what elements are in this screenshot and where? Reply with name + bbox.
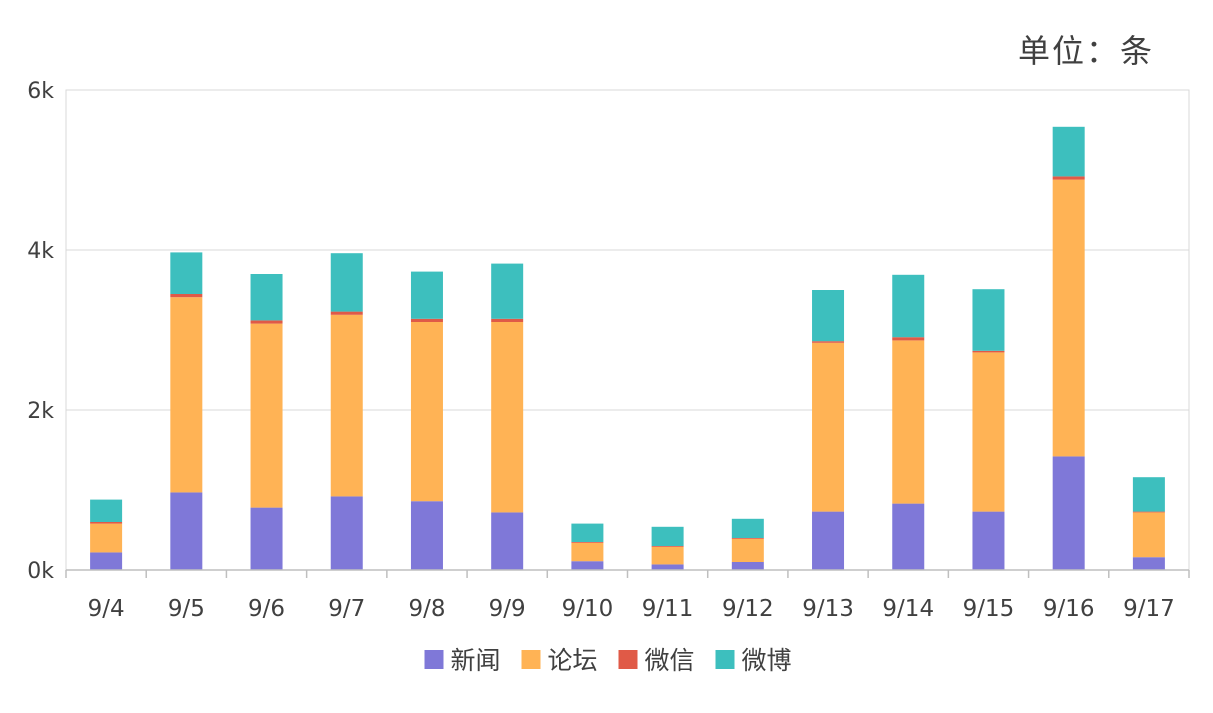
legend-label: 微信 (645, 646, 695, 675)
bar-segment (972, 352, 1005, 512)
x-tick-label: 9/5 (168, 596, 205, 622)
legend-label: 微博 (742, 646, 792, 675)
x-tick-label: 9/9 (489, 596, 526, 622)
x-tick-label: 9/10 (562, 596, 614, 622)
bar-segment (250, 323, 283, 508)
axes: 0k 2k 4k 6k 9/4 9/5 9/6 9/7 9/8 9/9 9/10 9/11 9/12 9/… (27, 79, 1190, 622)
bar-segment (1132, 477, 1165, 512)
bar-segment (892, 337, 925, 341)
bar-segment (651, 564, 684, 570)
bar-segment (90, 499, 123, 522)
bar-segment (1052, 179, 1085, 457)
x-tick-label: 9/15 (963, 596, 1015, 622)
x-tick-label: 9/16 (1043, 596, 1095, 622)
bar-segment (90, 522, 123, 524)
bar-segment (170, 294, 203, 298)
bar-segment (731, 538, 764, 562)
x-tick-label: 9/7 (328, 596, 365, 622)
bar-segment (170, 252, 203, 294)
bar-segment (491, 512, 524, 570)
bar-segment (250, 274, 283, 321)
bar-segment (972, 350, 1005, 353)
bar-segment (410, 322, 443, 502)
bar-segment (892, 274, 925, 338)
bar-segment (170, 297, 203, 493)
bar-segment (330, 496, 363, 570)
x-tick-label: 9/14 (882, 596, 934, 622)
x-tick-label: 9/12 (722, 596, 774, 622)
bar-segment (972, 511, 1005, 570)
bar-segment (651, 546, 684, 565)
bar-segment (571, 561, 604, 570)
bar-segment (491, 318, 524, 322)
bar-segment (90, 523, 123, 553)
bar-segment (571, 542, 604, 543)
legend-swatch (618, 650, 638, 669)
bar-segment (330, 314, 363, 497)
legend: 新闻 论坛 微信 微博 (424, 646, 792, 675)
bar-segment (250, 320, 283, 324)
bar-segment (731, 518, 764, 538)
bar-segment (812, 341, 845, 343)
bar-segment (812, 290, 845, 342)
bar-segment (491, 263, 524, 319)
bar-segment (651, 526, 684, 546)
unit-label: 单位：条 (1018, 32, 1155, 70)
legend-swatch (715, 650, 735, 669)
bar-segment (410, 501, 443, 570)
gridlines (65, 89, 1190, 571)
bar-segment (1132, 511, 1165, 513)
bar-segment (90, 552, 123, 570)
y-tick-label: 2k (27, 399, 54, 424)
bar-segment (1132, 557, 1165, 570)
bar-segment (571, 542, 604, 562)
bar-segment (731, 562, 764, 570)
bar-segment (731, 538, 764, 539)
bar-segment (1132, 512, 1165, 558)
y-tick-label: 4k (27, 239, 54, 264)
bar-segment (410, 318, 443, 322)
bar-segment (1052, 456, 1085, 570)
x-tick-label: 9/4 (88, 596, 125, 622)
x-tick-label: 9/8 (408, 596, 445, 622)
y-tick-label: 0k (27, 559, 54, 584)
legend-label: 论坛 (548, 646, 598, 675)
bars (90, 126, 1165, 570)
plot-area-border (65, 89, 1190, 571)
y-tick-label: 6k (27, 79, 54, 104)
bar-segment (812, 342, 845, 512)
bar-segment (892, 340, 925, 504)
bar-segment (571, 523, 604, 542)
bar-segment (812, 511, 845, 570)
bar-segment (330, 253, 363, 312)
bar-segment (410, 271, 443, 319)
x-tick-label: 9/13 (802, 596, 854, 622)
bar-segment (491, 322, 524, 513)
legend-swatch (424, 650, 444, 669)
x-tick-label: 9/6 (248, 596, 285, 622)
bar-segment (330, 311, 363, 315)
x-tick-label: 9/11 (642, 596, 694, 622)
bar-segment (1052, 126, 1085, 177)
legend-label: 新闻 (451, 646, 501, 675)
x-tick-label: 9/17 (1123, 596, 1175, 622)
bar-segment (1052, 176, 1085, 180)
bar-segment (170, 492, 203, 570)
bar-segment (892, 503, 925, 570)
legend-swatch (521, 650, 541, 669)
bar-segment (250, 507, 283, 570)
bar-segment (651, 546, 684, 547)
bar-segment (972, 289, 1005, 351)
